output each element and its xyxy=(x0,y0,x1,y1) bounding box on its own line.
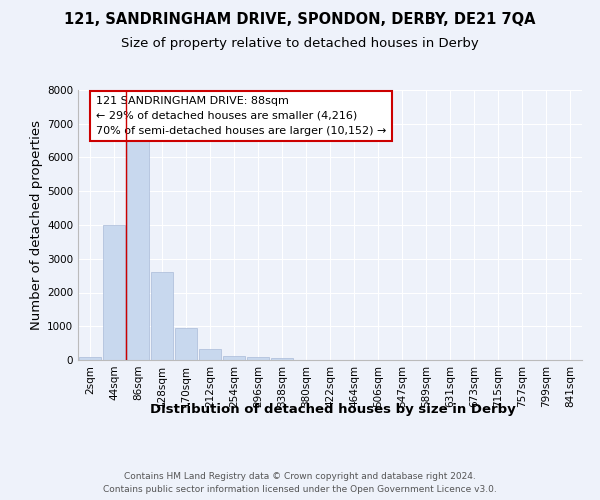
Bar xyxy=(127,137,149,360)
Bar xyxy=(247,356,269,360)
Bar xyxy=(151,272,173,360)
Text: 121, SANDRINGHAM DRIVE, SPONDON, DERBY, DE21 7QA: 121, SANDRINGHAM DRIVE, SPONDON, DERBY, … xyxy=(64,12,536,28)
Text: Distribution of detached houses by size in Derby: Distribution of detached houses by size … xyxy=(150,402,516,415)
Text: Contains public sector information licensed under the Open Government Licence v3: Contains public sector information licen… xyxy=(103,485,497,494)
Bar xyxy=(79,358,101,360)
Text: Size of property relative to detached houses in Derby: Size of property relative to detached ho… xyxy=(121,38,479,51)
Bar xyxy=(175,328,197,360)
Text: 121 SANDRINGHAM DRIVE: 88sqm
← 29% of detached houses are smaller (4,216)
70% of: 121 SANDRINGHAM DRIVE: 88sqm ← 29% of de… xyxy=(96,96,386,136)
Y-axis label: Number of detached properties: Number of detached properties xyxy=(30,120,43,330)
Bar xyxy=(223,356,245,360)
Text: Contains HM Land Registry data © Crown copyright and database right 2024.: Contains HM Land Registry data © Crown c… xyxy=(124,472,476,481)
Bar xyxy=(271,358,293,360)
Bar xyxy=(199,349,221,360)
Bar xyxy=(103,225,125,360)
